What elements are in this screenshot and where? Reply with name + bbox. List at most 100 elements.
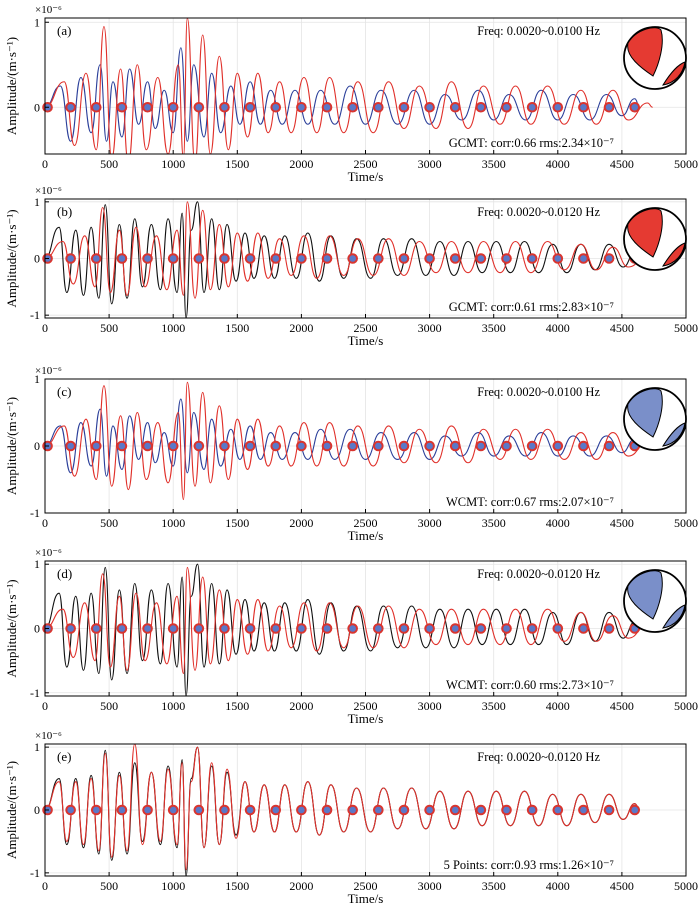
y-multiplier-label: ×10⁻⁶ — [35, 547, 62, 559]
sample-point-marker — [501, 440, 512, 452]
sample-point-marker — [347, 440, 358, 452]
sample-point-marker — [373, 440, 384, 452]
y-tick-label: -1 — [30, 866, 40, 880]
sample-point-marker — [552, 623, 564, 634]
x-tick-label: 4000 — [546, 699, 570, 713]
sample-point-marker — [449, 253, 461, 264]
sample-point-marker — [116, 253, 128, 264]
x-tick-label: 3500 — [482, 699, 506, 713]
sample-point-marker — [424, 804, 435, 816]
observed-trace — [45, 563, 641, 696]
sample-point-marker — [244, 101, 256, 113]
sample-point-marker — [501, 253, 512, 264]
sample-point-marker — [424, 253, 435, 264]
sample-point-marker — [321, 623, 333, 634]
sample-point-marker — [629, 101, 641, 113]
y-tick-label: 1 — [34, 15, 40, 29]
sample-point-marker — [219, 440, 230, 452]
fit-statistics-label: 5 Points: corr:0.93 rms:1.26×10⁻⁷ — [444, 858, 614, 872]
sample-point-marker — [475, 253, 487, 264]
x-tick-label: 500 — [100, 699, 118, 713]
sample-point-marker — [65, 623, 76, 634]
sample-point-marker — [244, 253, 256, 264]
fit-statistics-label: WCMT: corr:0.60 rms:2.73×10⁻⁷ — [446, 678, 614, 692]
panel-label: (c) — [57, 384, 71, 399]
sample-point-marker — [398, 440, 410, 452]
x-tick-label: 2500 — [354, 699, 378, 713]
sample-point-marker — [270, 101, 282, 113]
sample-point-marker — [296, 804, 307, 816]
x-tick-label: 2000 — [289, 879, 313, 893]
traces — [45, 744, 641, 876]
x-tick-label: 500 — [100, 879, 118, 893]
focal-mechanism-beachball — [623, 387, 687, 451]
sample-point-marker — [193, 804, 205, 816]
sample-point-marker — [296, 623, 307, 634]
x-tick-label: 4500 — [610, 879, 634, 893]
y-tick-label: 0 — [34, 100, 40, 114]
sample-point-marker — [244, 804, 256, 816]
x-tick-label: 3000 — [418, 516, 442, 530]
sample-point-marker — [296, 440, 307, 452]
sample-point-marker — [603, 804, 615, 816]
sample-point-marker — [603, 623, 615, 634]
sample-point-marker — [219, 623, 230, 634]
x-tick-label: 2000 — [289, 516, 313, 530]
chart-panel-d: 0 500 1000 1500 2000 2500 3000 3500 4000 4500 5000… — [4, 547, 698, 726]
sample-point-marker — [526, 623, 538, 634]
frequency-band-label: Freq: 0.0020~0.0120 Hz — [477, 750, 600, 764]
x-tick-label: 4000 — [546, 157, 570, 171]
x-tick-label: 1500 — [225, 516, 249, 530]
y-multiplier-label: ×10⁻⁶ — [35, 4, 62, 16]
sample-point-marker — [142, 440, 153, 452]
x-tick-label: 3000 — [418, 699, 442, 713]
x-tick-label: 5000 — [674, 321, 698, 335]
sample-point-marker — [270, 623, 282, 634]
x-tick-label: 1000 — [161, 157, 185, 171]
synthetic-trace — [45, 744, 641, 871]
y-tick-label: -1 — [30, 686, 40, 700]
x-tick-label: 0 — [42, 516, 48, 530]
x-tick-label: 4500 — [610, 516, 634, 530]
sample-point-marker — [398, 101, 410, 113]
beachball-lobe — [661, 61, 686, 86]
x-tick-label: 0 — [42, 321, 48, 335]
x-tick-label: 3500 — [482, 516, 506, 530]
fit-statistics-label: WCMT: corr:0.67 rms:2.07×10⁻⁷ — [446, 495, 614, 509]
frequency-band-label: Freq: 0.0020~0.0100 Hz — [477, 24, 600, 38]
observed-trace — [45, 746, 641, 876]
y-multiplier-label: ×10⁻⁶ — [35, 365, 62, 377]
x-tick-label: 1000 — [161, 699, 185, 713]
sample-point-marker — [501, 804, 512, 816]
x-tick-label: 5000 — [674, 879, 698, 893]
sample-point-marker — [552, 101, 564, 113]
sample-point-marker — [475, 101, 487, 113]
traces — [45, 381, 653, 501]
chart-panel-c: 0 500 1000 1500 2000 2500 3000 3500 4000 4500 5000… — [4, 365, 698, 543]
x-tick-label: 1000 — [161, 879, 185, 893]
x-tick-label: 1500 — [225, 699, 249, 713]
chart-panel-b: 0 500 1000 1500 2000 2500 3000 3500 4000 4500 5000… — [4, 185, 698, 348]
x-tick-label: 500 — [100, 516, 118, 530]
x-tick-label: 0 — [42, 699, 48, 713]
y-axis-label: Amplitude/(m·s⁻¹) — [4, 761, 19, 859]
panel-label: (b) — [57, 204, 72, 219]
sample-point-marker — [347, 253, 358, 264]
y-axis-label: Amplitude/(m·s⁻¹) — [4, 37, 19, 135]
sample-point-marker — [142, 623, 153, 634]
sample-point-marker — [373, 253, 384, 264]
sample-point-marker — [90, 623, 102, 634]
sample-point-marker — [526, 804, 538, 816]
x-tick-label: 4000 — [546, 321, 570, 335]
sample-point-marker — [578, 101, 589, 113]
sample-point-marker — [296, 101, 307, 113]
traces — [45, 201, 653, 318]
frequency-band-label: Freq: 0.0020~0.0120 Hz — [477, 205, 600, 219]
sample-point-marker — [142, 804, 153, 816]
panel-label: (a) — [57, 23, 71, 38]
y-tick-label: 0 — [34, 803, 40, 817]
x-tick-label: 1500 — [225, 321, 249, 335]
x-tick-label: 3500 — [482, 157, 506, 171]
sample-point-marker — [270, 440, 282, 452]
